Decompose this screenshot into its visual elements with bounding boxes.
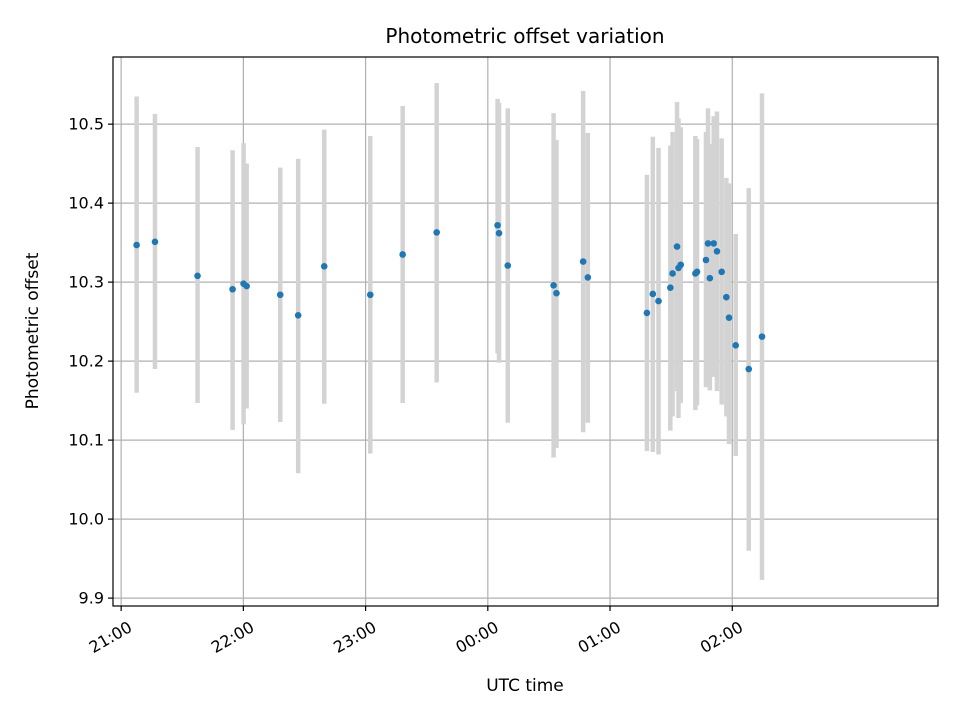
data-point [669, 270, 676, 277]
data-point [649, 290, 657, 298]
data-point [677, 261, 685, 269]
data-point [229, 285, 236, 293]
data-point [706, 274, 714, 282]
data-point [495, 229, 503, 237]
data-point [725, 314, 733, 321]
grid [113, 57, 938, 606]
data-point [151, 238, 159, 246]
data-point [550, 281, 557, 289]
y-tick-label: 10.4 [68, 194, 104, 213]
data-point [294, 312, 302, 319]
data-point [758, 333, 766, 340]
data-point [723, 293, 730, 301]
y-axis-label: Photometric offset [23, 252, 43, 409]
data-point [745, 365, 753, 373]
data-point [713, 248, 721, 255]
y-tick-label: 10.5 [68, 115, 104, 134]
y-tick-label: 10.2 [68, 352, 104, 371]
data-point [579, 258, 587, 265]
y-tick-label: 9.9 [79, 589, 104, 608]
data-point [584, 274, 592, 281]
plot-frame [112, 56, 939, 607]
y-tick-label: 10.3 [68, 273, 104, 292]
data-point [667, 284, 674, 291]
data-point [718, 268, 725, 276]
data-point [494, 221, 501, 229]
chart-title: Photometric offset variation [385, 24, 664, 48]
data-point [553, 289, 560, 297]
data-point [320, 263, 328, 270]
data-point [702, 256, 710, 264]
data-point [194, 272, 201, 280]
data-point [673, 243, 681, 250]
data-point [710, 240, 718, 247]
data-point [243, 282, 250, 290]
data-point [704, 240, 712, 247]
data-point [693, 268, 701, 276]
data-point [655, 297, 662, 305]
data-point [732, 342, 740, 349]
y-tick-label: 10.1 [68, 431, 104, 450]
data-points [133, 221, 766, 373]
data-point [504, 262, 512, 269]
data-point [399, 251, 406, 258]
y-tick-label: 10.0 [68, 510, 104, 529]
data-point [643, 309, 651, 317]
x-axis-label: UTC time [486, 676, 564, 696]
data-point [433, 229, 440, 236]
data-point [133, 241, 140, 249]
data-point [276, 291, 284, 299]
data-point [366, 291, 374, 299]
